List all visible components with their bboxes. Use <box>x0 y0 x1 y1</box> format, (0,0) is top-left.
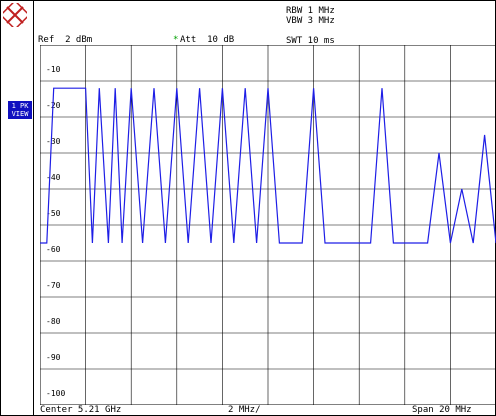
spectrum-trace <box>40 87 496 244</box>
rbw-readout: RBW 1 MHz <box>286 6 335 16</box>
y-tick-label: -40 <box>46 173 61 182</box>
rohde-logo-icon <box>3 3 27 27</box>
trace-view-badge[interactable]: 1 PK VIEW <box>8 101 32 119</box>
plot-grid <box>40 45 496 405</box>
y-tick-label: -100 <box>46 389 65 398</box>
vbw-readout: VBW 3 MHz <box>286 16 335 26</box>
y-tick-labels: -10-20-30-40-50-60-70-80-90-100 <box>46 65 65 398</box>
ref-level-readout: Ref 2 dBm <box>38 35 93 45</box>
y-tick-label: -10 <box>46 65 61 74</box>
y-tick-label: -70 <box>46 281 61 290</box>
y-tick-label: -50 <box>46 209 61 218</box>
spectrum-plot: -10-20-30-40-50-60-70-80-90-100 <box>40 45 496 405</box>
span-readout: Span 20 MHz <box>412 405 472 415</box>
y-tick-label: -80 <box>46 317 61 326</box>
left-rule <box>33 0 34 416</box>
y-tick-label: -30 <box>46 137 61 146</box>
swt-readout: SWT 10 ms <box>286 36 335 46</box>
att-readout: Att 10 dB <box>180 35 235 45</box>
view-label: VIEW <box>11 110 29 118</box>
center-frequency: Center 5.21 GHz <box>40 405 122 415</box>
y-tick-label: -90 <box>46 353 61 362</box>
trace-label: 1 PK <box>11 102 29 110</box>
y-tick-label: -60 <box>46 245 61 254</box>
per-division: 2 MHz/ <box>228 405 261 415</box>
att-marker: * <box>173 35 179 45</box>
